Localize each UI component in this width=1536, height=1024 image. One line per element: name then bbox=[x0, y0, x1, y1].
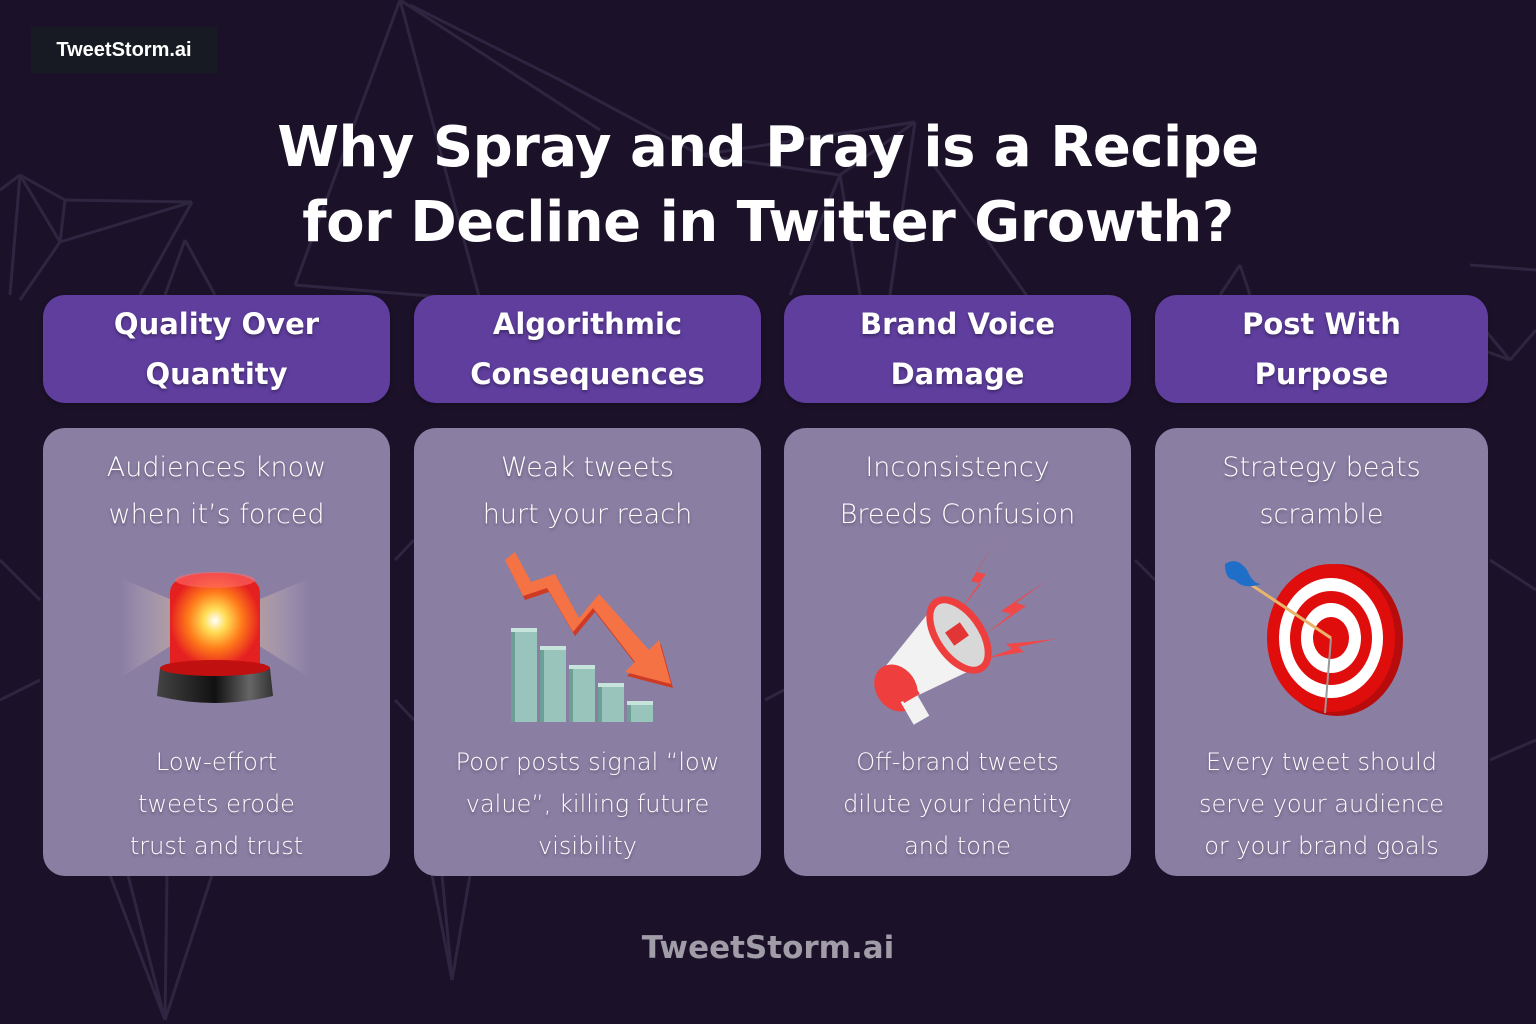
column-body-card: Strategy beats scramble Every tweet shou… bbox=[1155, 428, 1488, 876]
column-heading-line: Consequences bbox=[470, 357, 705, 391]
page-title-line-1: Why Spray and Pray is a Recipe bbox=[277, 115, 1259, 180]
description-line: Poor posts signal “low bbox=[455, 748, 720, 776]
subtitle-line: Strategy beats bbox=[1222, 452, 1421, 483]
column-heading-line: Quality Over bbox=[113, 307, 320, 341]
description-line: visibility bbox=[538, 832, 637, 860]
column-body-card: Inconsistency Breeds Confusion Off-brand… bbox=[784, 428, 1131, 876]
column-heading-box: Brand Voice Damage bbox=[784, 295, 1131, 403]
subtitle-line: Inconsistency bbox=[865, 452, 1050, 483]
column-heading-line: Algorithmic bbox=[492, 307, 683, 341]
column-heading-line: Brand Voice bbox=[859, 307, 1056, 341]
column-post-with-purpose: Post With Purpose Strategy beats scrambl… bbox=[1155, 295, 1488, 876]
column-description: Every tweet should serve your audience o… bbox=[1155, 741, 1488, 867]
column-subtitle: Audiences know when it’s forced bbox=[43, 444, 390, 538]
subtitle-line: scramble bbox=[1259, 499, 1384, 530]
column-body-card: Audiences know when it’s forced bbox=[43, 428, 390, 876]
column-heading-line: Quantity bbox=[145, 357, 288, 391]
column-subtitle: Strategy beats scramble bbox=[1155, 444, 1488, 538]
column-subtitle: Inconsistency Breeds Confusion bbox=[784, 444, 1131, 538]
column-heading-box: Algorithmic Consequences bbox=[414, 295, 761, 403]
description-line: and tone bbox=[904, 832, 1011, 860]
page-title-line-2: for Decline in Twitter Growth? bbox=[302, 190, 1234, 255]
megaphone-icon bbox=[874, 541, 1056, 725]
description-line: trust and trust bbox=[129, 832, 304, 860]
description-line: Low-effort bbox=[155, 748, 278, 776]
column-quality-over-quantity: Quality Over Quantity Audiences know whe… bbox=[43, 295, 390, 876]
page-title: Why Spray and Pray is a Recipe for Decli… bbox=[0, 110, 1536, 260]
column-heading: Quality Over Quantity bbox=[114, 299, 319, 399]
description-line: serve your audience bbox=[1198, 790, 1445, 818]
subtitle-line: when it’s forced bbox=[108, 499, 325, 530]
column-heading: Post With Purpose bbox=[1242, 299, 1401, 399]
subtitle-line: Weak tweets bbox=[500, 452, 675, 483]
column-heading-box: Quality Over Quantity bbox=[43, 295, 390, 403]
column-heading-box: Post With Purpose bbox=[1155, 295, 1488, 403]
column-body-card: Weak tweets hurt your reach Poor posts s… bbox=[414, 428, 761, 876]
description-line: value”, killing future bbox=[465, 790, 710, 818]
siren-alarm-icon bbox=[120, 572, 310, 703]
brand-badge: TweetStorm.ai bbox=[31, 27, 217, 73]
subtitle-line: hurt your reach bbox=[482, 499, 693, 530]
target-arrow-icon bbox=[1225, 561, 1403, 716]
column-brand-voice-damage: Brand Voice Damage Inconsistency Breeds … bbox=[784, 295, 1131, 876]
subtitle-line: Audiences know bbox=[106, 452, 327, 483]
description-line: Every tweet should bbox=[1206, 748, 1437, 776]
footer-brand-wordmark: TweetStorm.ai bbox=[641, 930, 895, 966]
column-heading: Brand Voice Damage bbox=[860, 299, 1055, 399]
column-subtitle: Weak tweets hurt your reach bbox=[414, 444, 761, 538]
description-line: Off-brand tweets bbox=[856, 748, 1059, 776]
description-line: dilute your identity bbox=[843, 790, 1072, 818]
column-heading: Algorithmic Consequences bbox=[470, 299, 705, 399]
subtitle-line: Breeds Confusion bbox=[839, 499, 1076, 530]
column-description: Poor posts signal “low value”, killing f… bbox=[414, 741, 761, 867]
column-heading-line: Damage bbox=[890, 357, 1025, 391]
description-line: or your brand goals bbox=[1204, 832, 1439, 860]
column-heading-line: Post With bbox=[1242, 307, 1401, 341]
column-algorithmic-consequences: Algorithmic Consequences Weak tweets hur… bbox=[414, 295, 761, 876]
column-description: Off-brand tweets dilute your identity an… bbox=[784, 741, 1131, 867]
description-line: tweets erode bbox=[138, 790, 295, 818]
column-heading-line: Purpose bbox=[1254, 357, 1389, 391]
brand-badge-label: TweetStorm.ai bbox=[56, 38, 192, 61]
column-description: Low-effort tweets erode trust and trust bbox=[43, 741, 390, 867]
declining-chart-icon bbox=[505, 552, 673, 722]
